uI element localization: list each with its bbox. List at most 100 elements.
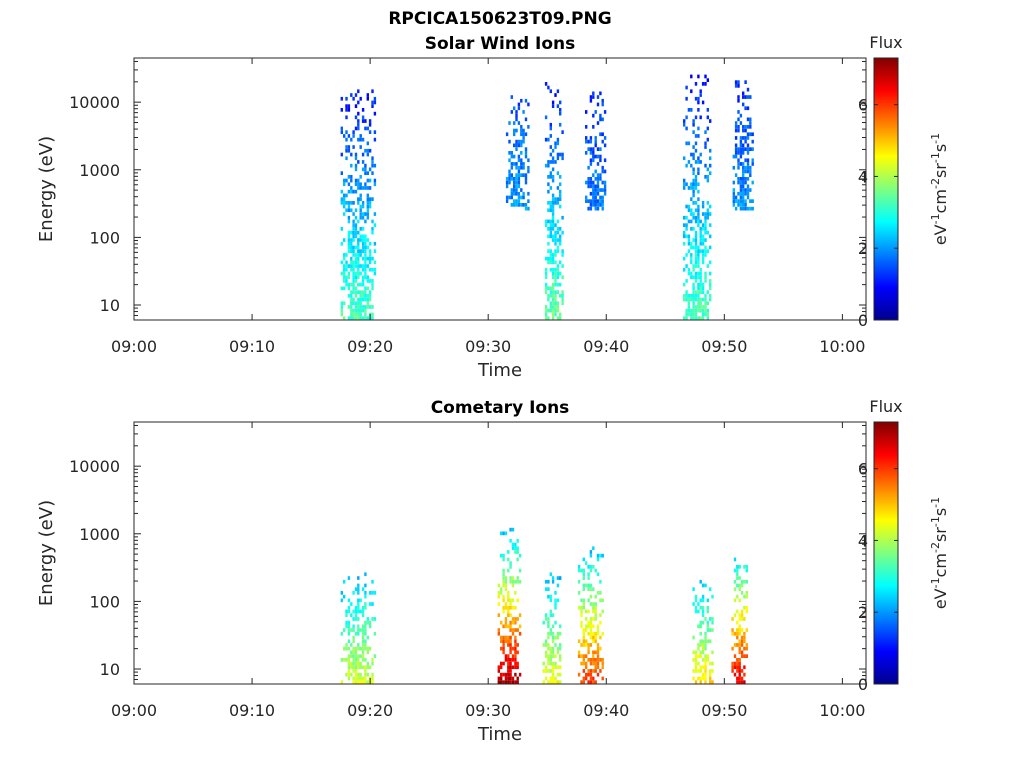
spectrogram-cell <box>554 605 557 610</box>
spectrogram-cell <box>742 173 745 177</box>
spectrogram-cell <box>737 98 740 103</box>
spectrogram-cell <box>732 165 735 170</box>
spectrogram-cell <box>694 115 698 120</box>
spectrogram-cell <box>737 158 740 163</box>
spectrogram-cell <box>744 136 747 140</box>
spectrogram-cell <box>599 620 602 625</box>
spectrogram-cell <box>364 308 367 313</box>
spectrogram-cell <box>373 271 377 276</box>
spectrogram-cell <box>361 204 365 209</box>
spectrogram-cell <box>734 206 738 211</box>
spectrogram-cell <box>343 271 346 276</box>
spectrogram-cell <box>692 267 695 272</box>
spectrogram-cell <box>507 594 510 599</box>
spectrogram-cell <box>354 301 358 306</box>
spectrogram-cell <box>357 312 360 317</box>
spectrogram-cell <box>589 628 593 632</box>
spectrogram-cell <box>549 572 552 577</box>
spectrogram-cell <box>504 672 508 677</box>
spectrogram-cell <box>699 308 702 313</box>
spectrogram-cell <box>699 316 702 320</box>
spectrogram-cell <box>350 267 353 272</box>
spectrogram-cell <box>340 301 343 306</box>
spectrogram-cell <box>594 199 597 203</box>
spectrogram-cell <box>559 189 562 194</box>
spectrogram-cell <box>551 208 555 213</box>
spectrogram-cell <box>751 206 754 211</box>
spectrogram-cell <box>518 553 522 558</box>
spectrogram-cell <box>601 553 604 558</box>
spectrogram-cell <box>742 125 745 129</box>
spectrogram-cell <box>690 297 693 302</box>
y-tick-label: 1000 <box>79 525 120 544</box>
y-tick-label: 100 <box>89 228 120 247</box>
spectrogram-cell <box>582 628 585 632</box>
spectrogram-cell <box>587 609 590 614</box>
spectrogram-cell <box>585 125 588 129</box>
spectrogram-cell <box>740 613 744 617</box>
spectrogram-cell <box>601 132 604 137</box>
spectrogram-cell <box>513 199 516 203</box>
spectrogram-cell <box>603 184 607 189</box>
spectrogram-cell <box>361 264 365 268</box>
spectrogram-cell <box>685 85 688 90</box>
spectrogram-cell <box>592 680 595 684</box>
spectrogram-cell <box>547 579 550 584</box>
spectrogram-cell <box>694 215 698 220</box>
spectrogram-cell <box>371 227 374 231</box>
spectrogram-cell <box>751 162 754 166</box>
spectrogram-cell <box>551 639 555 644</box>
spectrogram-cell <box>746 95 750 99</box>
spectrogram-cell <box>701 256 705 261</box>
spectrogram-cell <box>589 177 593 181</box>
spectrogram-cell <box>551 100 555 105</box>
spectrogram-cell <box>699 241 702 246</box>
spectrogram-cell <box>556 665 560 670</box>
spectrogram-cell <box>751 139 754 144</box>
spectrogram-cell <box>352 230 355 235</box>
spectrogram-cell <box>516 539 519 543</box>
spectrogram-cell <box>513 191 516 196</box>
spectrogram-cell <box>709 119 712 123</box>
spectrogram-cell <box>704 654 707 658</box>
spectrogram-cell <box>347 271 351 276</box>
spectrogram-cell <box>594 568 597 573</box>
spectrogram-cell <box>350 137 353 142</box>
spectrogram-cell <box>551 156 555 161</box>
spectrogram-cell <box>368 260 372 265</box>
spectrogram-cell <box>599 598 602 603</box>
spectrogram-cell <box>359 204 362 209</box>
spectrogram-cell <box>736 676 739 681</box>
spectrogram-cell <box>544 308 548 313</box>
spectrogram-cell <box>692 264 695 268</box>
y-tick-label: 100 <box>89 592 120 611</box>
spectrogram-cell <box>733 654 737 658</box>
spectrogram-cell <box>517 203 521 207</box>
spectrogram-cell <box>745 579 748 584</box>
spectrogram-cell <box>549 227 552 231</box>
spectrogram-cell <box>350 294 353 298</box>
spectrogram-cell <box>544 256 548 261</box>
spectrogram-cell <box>343 275 346 280</box>
spectrogram-cell <box>685 316 688 320</box>
spectrogram-cell <box>683 241 686 246</box>
spectrogram-cell <box>361 279 365 283</box>
spectrogram-cell <box>551 301 555 306</box>
spectrogram-cell <box>744 106 747 111</box>
spectrogram-cell <box>551 290 555 294</box>
spectrogram-cell <box>364 680 367 684</box>
spectrogram-cell <box>738 680 741 684</box>
spectrogram-cell <box>736 576 739 580</box>
spectrogram-cell <box>601 598 604 603</box>
x-tick-label: 09:30 <box>465 701 511 720</box>
spectrogram-cell <box>687 294 691 298</box>
spectrogram-cell <box>745 591 748 595</box>
spectrogram-cell <box>751 132 754 137</box>
spectrogram-cell <box>343 286 346 291</box>
spectrogram-cell <box>549 256 552 261</box>
spectrogram-cell <box>517 173 521 177</box>
spectrogram-cell <box>522 203 525 207</box>
spectrogram-cell <box>554 602 557 606</box>
spectrogram-cell <box>504 635 508 640</box>
spectrogram-cell <box>357 602 360 606</box>
